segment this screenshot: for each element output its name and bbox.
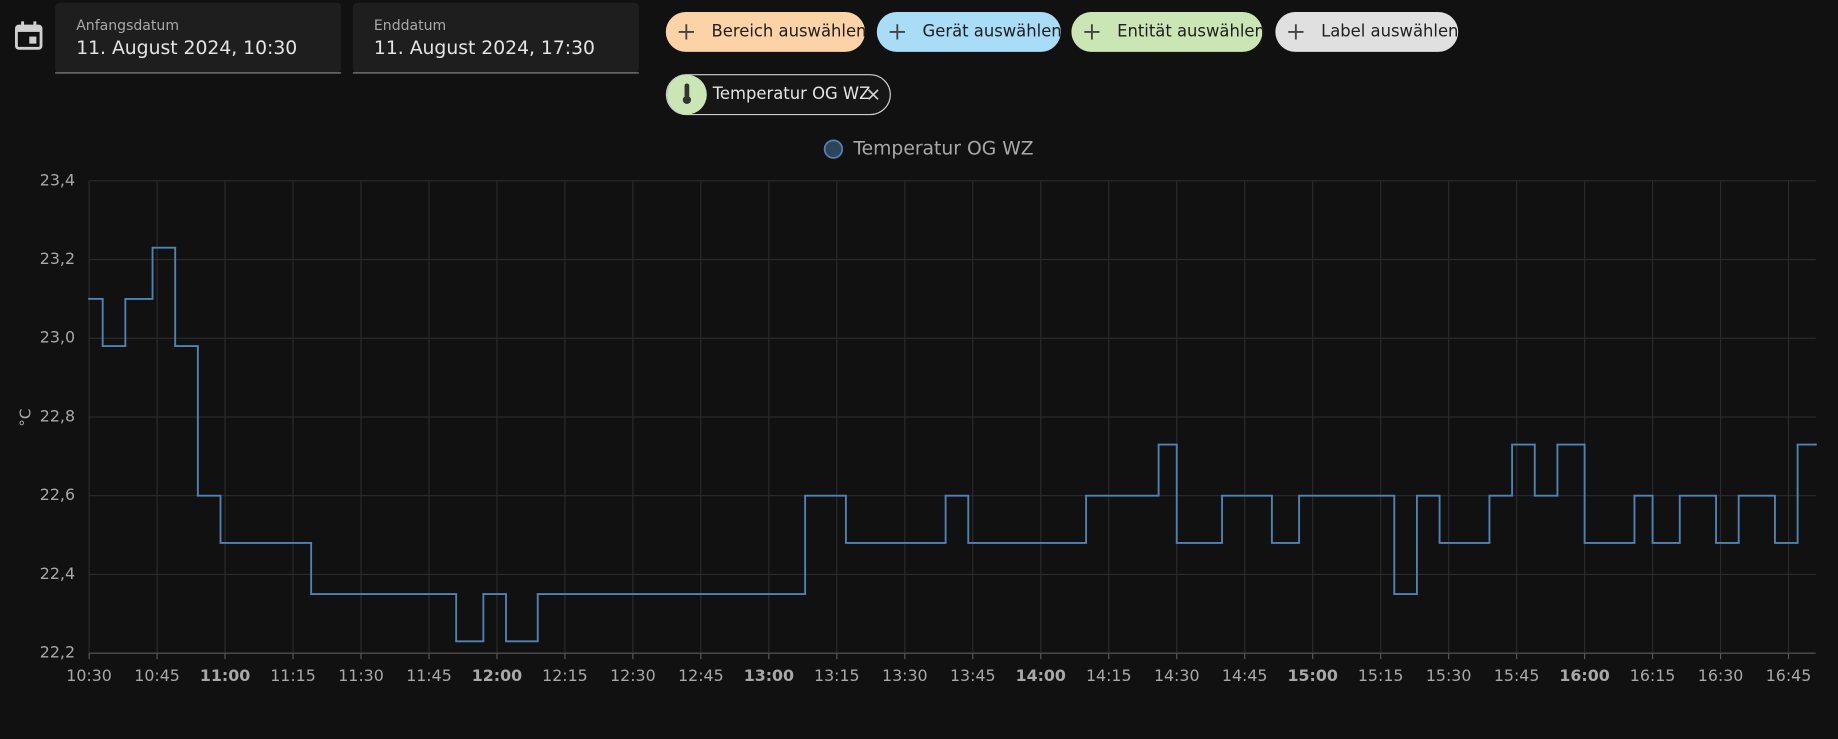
legend-label: Temperatur OG WZ bbox=[852, 139, 1033, 160]
x-tick-label: 12:15 bbox=[542, 666, 588, 685]
x-tick-label: 14:00 bbox=[1016, 666, 1066, 685]
y-tick-label: 22,8 bbox=[40, 406, 75, 425]
calendar-icon[interactable] bbox=[15, 21, 43, 50]
field-value: 11. August 2024, 10:30 bbox=[76, 38, 297, 59]
area-picker-chip[interactable]: Bereich auswählen bbox=[665, 11, 867, 52]
chip-label: Gerät auswählen bbox=[923, 21, 1062, 40]
x-tick-label: 13:00 bbox=[744, 666, 794, 685]
x-tick-label: 16:00 bbox=[1559, 666, 1609, 685]
label-picker-chip[interactable]: Label auswählen bbox=[1275, 11, 1458, 52]
x-tick-label: 11:30 bbox=[338, 666, 384, 685]
entity-picker-chip[interactable]: Entität auswählen bbox=[1071, 11, 1265, 52]
x-tick-label: 13:15 bbox=[814, 666, 860, 685]
device-picker-chip[interactable]: Gerät auswählen bbox=[876, 11, 1062, 52]
chip-label: Bereich auswählen bbox=[712, 21, 867, 40]
start-date-field[interactable]: Anfangsdatum 11. August 2024, 10:30 bbox=[55, 2, 342, 74]
remove-icon[interactable] bbox=[867, 89, 879, 100]
y-tick-label: 22,6 bbox=[40, 485, 75, 504]
x-tick-label: 16:45 bbox=[1766, 666, 1812, 685]
x-tick-label: 14:45 bbox=[1222, 666, 1268, 685]
x-tick-label: 10:30 bbox=[66, 666, 112, 685]
y-axis-label: °C bbox=[16, 408, 34, 426]
x-tick-label: 16:15 bbox=[1630, 666, 1676, 685]
selected-entity-chip[interactable]: Temperatur OG WZ bbox=[665, 74, 891, 116]
x-tick-label: 11:15 bbox=[270, 666, 316, 685]
y-tick-label: 23,0 bbox=[40, 328, 75, 347]
chip-label: Label auswählen bbox=[1321, 21, 1458, 40]
field-label: Enddatum bbox=[374, 18, 446, 34]
chip-label: Temperatur OG WZ bbox=[712, 84, 871, 103]
x-tick-label: 16:30 bbox=[1698, 666, 1744, 685]
field-value: 11. August 2024, 17:30 bbox=[374, 38, 595, 59]
x-tick-label: 13:45 bbox=[950, 666, 996, 685]
x-tick-label: 12:30 bbox=[610, 666, 656, 685]
x-tick-label: 12:45 bbox=[678, 666, 724, 685]
y-tick-label: 23,4 bbox=[40, 170, 75, 189]
x-tick-label: 12:00 bbox=[472, 666, 522, 685]
chip-label: Entität auswählen bbox=[1117, 21, 1265, 40]
x-tick-label: 14:30 bbox=[1154, 666, 1200, 685]
x-tick-label: 13:30 bbox=[882, 666, 928, 685]
y-tick-label: 22,4 bbox=[40, 564, 75, 583]
legend[interactable]: Temperatur OG WZ bbox=[823, 139, 1034, 160]
y-tick-label: 23,2 bbox=[40, 249, 75, 268]
end-date-field[interactable]: Enddatum 11. August 2024, 17:30 bbox=[352, 2, 639, 74]
field-label: Anfangsdatum bbox=[76, 18, 179, 34]
x-tick-label: 14:15 bbox=[1086, 666, 1132, 685]
x-tick-label: 15:00 bbox=[1288, 666, 1338, 685]
legend-marker bbox=[823, 139, 844, 159]
y-tick-label: 22,2 bbox=[40, 643, 75, 662]
x-tick-label: 10:45 bbox=[134, 666, 180, 685]
x-tick-label: 11:45 bbox=[406, 666, 452, 685]
x-tick-label: 11:00 bbox=[200, 666, 250, 685]
x-tick-label: 15:45 bbox=[1494, 666, 1540, 685]
x-tick-label: 15:30 bbox=[1426, 666, 1472, 685]
x-tick-label: 15:15 bbox=[1358, 666, 1404, 685]
